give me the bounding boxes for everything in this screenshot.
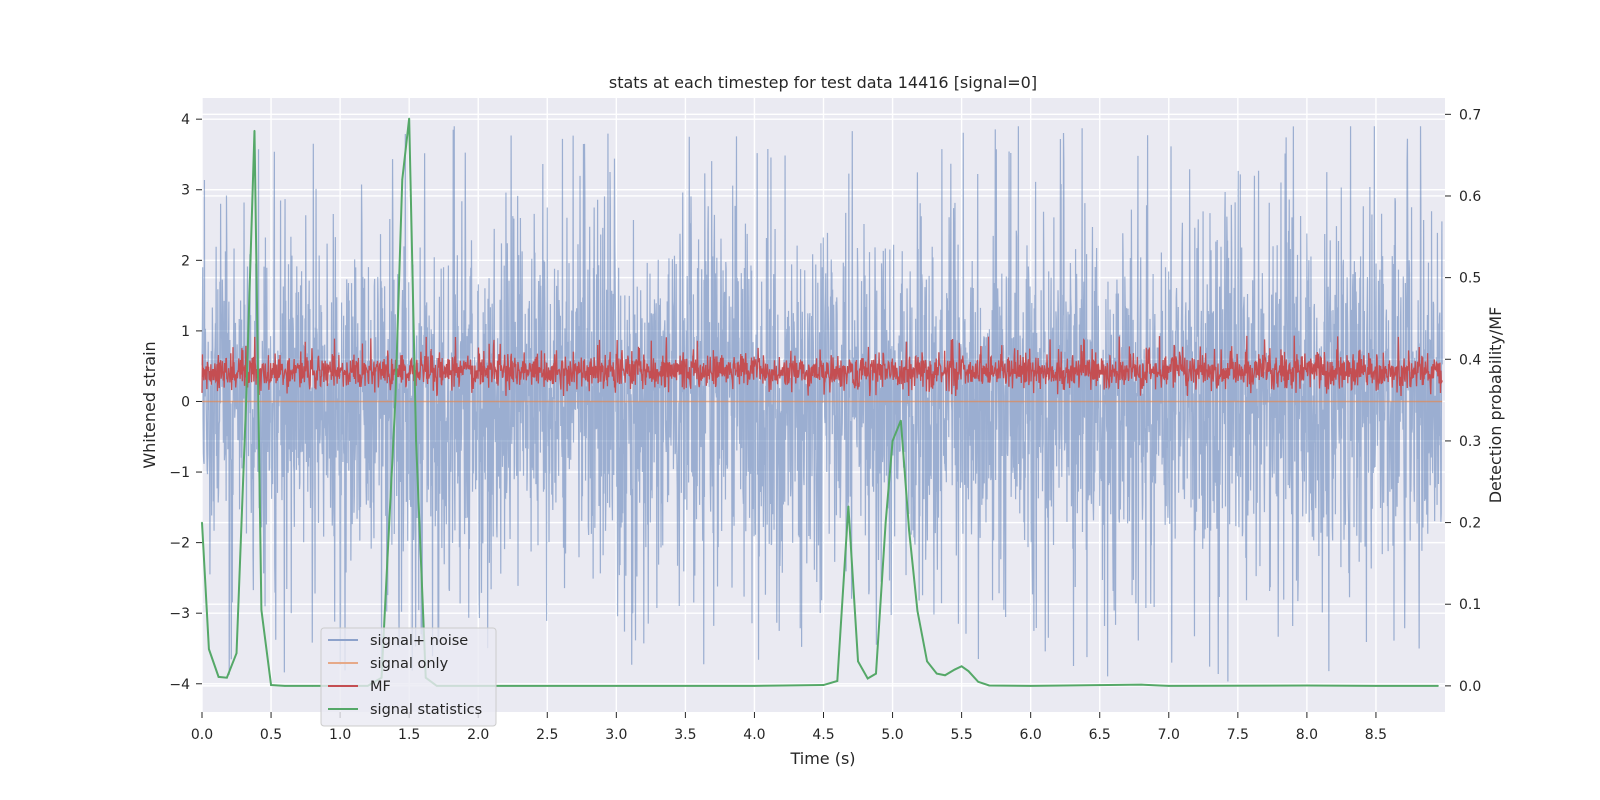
signal-statistics-point xyxy=(235,652,238,655)
signal-statistics-point xyxy=(415,440,417,442)
signal-statistics-point xyxy=(1437,685,1439,687)
signal-statistics-point xyxy=(847,505,850,508)
y-tick-label: −4 xyxy=(169,677,190,693)
y2-tick-label: 0.3 xyxy=(1459,434,1481,450)
x-tick-label: 6.5 xyxy=(1089,727,1111,743)
series-mf xyxy=(201,335,1443,397)
x-tick-label: 0.5 xyxy=(260,727,282,743)
y2-tick-label: 0.7 xyxy=(1459,107,1481,123)
signal-statistics-point xyxy=(1167,685,1170,687)
y2-tick-label: 0.5 xyxy=(1459,271,1481,287)
x-tick-label: 8.0 xyxy=(1296,727,1318,743)
signal-statistics-point xyxy=(908,529,910,532)
y-tick-label: −2 xyxy=(169,536,190,552)
signal-statistics-point xyxy=(935,672,938,675)
signal-statistics-point xyxy=(977,680,979,683)
y-tick-label: 0 xyxy=(181,394,190,410)
x-tick-label: 3.5 xyxy=(674,727,696,743)
signal-statistics-point xyxy=(401,178,404,181)
signal-statistics-point xyxy=(836,680,839,682)
y2-tick-label: 0.0 xyxy=(1459,679,1481,695)
x-tick-label: 2.0 xyxy=(467,727,489,743)
x-tick-label: 4.0 xyxy=(743,727,765,743)
chart-title: stats at each timestep for test data 144… xyxy=(609,73,1037,92)
signal-statistics-point xyxy=(884,521,887,524)
legend-label-signal-only: signal only xyxy=(370,656,449,672)
signal-statistics-point xyxy=(753,685,756,687)
y-tick-label: 1 xyxy=(181,324,190,340)
signal-statistics-point xyxy=(822,684,825,686)
signal-statistics-point xyxy=(875,672,877,675)
signal-statistics-point xyxy=(1306,684,1308,687)
signal-statistics-point xyxy=(615,685,618,687)
signal-statistics-point xyxy=(245,399,247,401)
y-tick-label: 2 xyxy=(181,253,190,269)
y2-tick-label: 0.2 xyxy=(1459,516,1481,532)
signal-statistics-point xyxy=(944,674,946,677)
tick-layer: 4 3 2 1 0 −1 −2 −3 −4 0.7 0.6 0.5 0.4 0.3 0.2 0.1 0.0 0.0… xyxy=(169,107,1481,743)
signal-statistics-point xyxy=(260,609,263,611)
legend: signal+ noise signal only MF signal stat… xyxy=(320,627,497,727)
legend-label-mf: MF xyxy=(370,679,391,695)
signal-statistics-point xyxy=(226,676,228,679)
x-tick-label: 0.0 xyxy=(191,727,213,743)
signal-statistics-point xyxy=(891,440,894,442)
signal-statistics-point xyxy=(988,684,991,687)
signal-statistics-point xyxy=(311,685,314,687)
x-tick-label: 5.0 xyxy=(881,727,903,743)
x-tick-label: 4.5 xyxy=(812,727,834,743)
signal-statistics-point xyxy=(1140,683,1142,686)
x-tick-label: 7.0 xyxy=(1158,727,1180,743)
x-tick-label: 8.5 xyxy=(1365,727,1387,743)
signal-statistics-point xyxy=(866,677,869,680)
series-layer xyxy=(201,117,1443,687)
x-tick-label: 1.0 xyxy=(329,727,351,743)
legend-box xyxy=(320,627,497,727)
x-tick-label: 5.5 xyxy=(950,727,972,743)
x-tick-label: 2.5 xyxy=(536,727,558,743)
signal-statistics-point xyxy=(217,676,220,678)
signal-statistics-point xyxy=(270,684,272,686)
signal-statistics-point xyxy=(916,609,919,612)
y-tick-label: 3 xyxy=(181,183,190,199)
signal-statistics-point xyxy=(953,668,956,671)
signal-statistics-point xyxy=(253,129,256,132)
y-axis-label: Whitened strain xyxy=(140,341,159,468)
legend-label-signal-statistics: signal statistics xyxy=(370,702,482,718)
series-signal-statistics xyxy=(201,118,1439,687)
x-tick-label: 1.5 xyxy=(398,727,420,743)
signal-statistics-point xyxy=(408,117,410,120)
y2-tick-label: 0.4 xyxy=(1459,352,1481,368)
y-tick-label: 4 xyxy=(181,112,190,128)
y-tick-label: −1 xyxy=(169,465,190,481)
x-axis-label: Time (s) xyxy=(789,749,855,768)
signal-statistics-point xyxy=(967,670,970,672)
y2-tick-label: 0.6 xyxy=(1459,189,1481,205)
signal-statistics-point xyxy=(900,419,902,422)
signal-statistics-point xyxy=(394,399,397,401)
signal-statistics-point xyxy=(1375,685,1377,687)
x-tick-label: 7.5 xyxy=(1227,727,1249,743)
signal-statistics-point xyxy=(926,660,928,663)
signal-statistics-point xyxy=(284,685,286,687)
x-tick-label: 3.0 xyxy=(605,727,627,743)
series-signal-noise xyxy=(201,126,1443,682)
x-tick-label: 6.0 xyxy=(1020,727,1042,743)
y2-axis-label: Detection probability/MF xyxy=(1486,307,1505,504)
signal-statistics-point xyxy=(208,648,210,650)
signal-statistics-point xyxy=(1029,685,1032,687)
signal-statistics-point xyxy=(201,521,203,524)
y-tick-label: −3 xyxy=(169,606,190,622)
signal-statistics-point xyxy=(857,660,859,663)
signal-statistics-point xyxy=(960,665,963,668)
legend-label-signal-noise: signal+ noise xyxy=(370,633,468,649)
y2-tick-label: 0.1 xyxy=(1459,597,1481,613)
